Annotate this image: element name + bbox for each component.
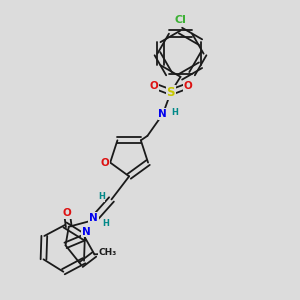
Text: H: H [102, 219, 109, 228]
Text: O: O [100, 158, 109, 168]
Text: O: O [149, 81, 158, 91]
Text: N: N [82, 226, 91, 237]
Text: H: H [98, 192, 105, 201]
Text: N: N [89, 213, 98, 223]
Text: H: H [172, 108, 178, 117]
Text: CH₃: CH₃ [99, 248, 117, 257]
Text: S: S [167, 86, 175, 99]
Text: Cl: Cl [175, 15, 186, 25]
Text: O: O [63, 208, 71, 218]
Text: O: O [184, 81, 192, 91]
Text: N: N [158, 109, 167, 119]
